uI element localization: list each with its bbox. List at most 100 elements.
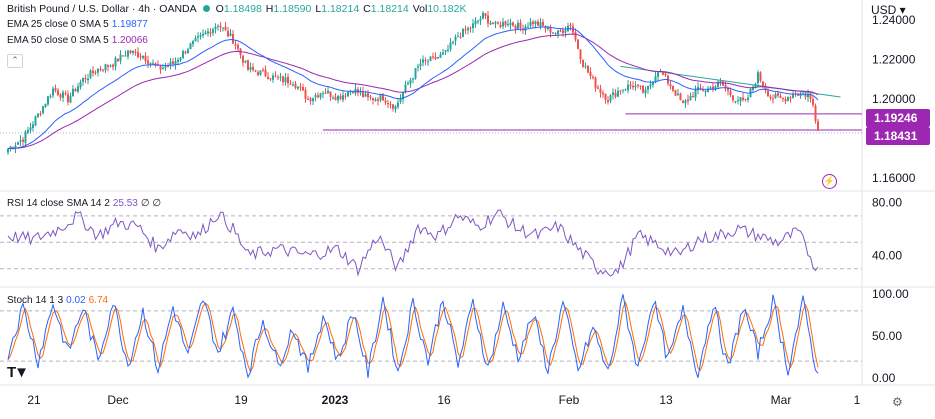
stoch-k-line — [7, 294, 819, 379]
candle-body — [299, 86, 302, 88]
candle-body — [764, 85, 767, 91]
candle-body — [287, 76, 289, 84]
candle-body — [814, 105, 817, 122]
candle-body — [187, 49, 189, 54]
candle-body — [347, 91, 349, 97]
candle-body — [379, 94, 382, 101]
time-tick-label: Mar — [771, 393, 792, 407]
candle-body — [454, 36, 457, 41]
candle-body — [574, 32, 577, 40]
candle-body — [792, 94, 794, 98]
candle-body — [302, 87, 304, 91]
support-price-badge: 1.19246 — [866, 109, 930, 127]
time-tick-label: 21 — [27, 393, 41, 407]
candle-body — [804, 94, 807, 97]
candle-body — [84, 78, 87, 80]
candle-body — [159, 66, 162, 70]
ema25-line — [7, 26, 819, 149]
candle-body — [769, 96, 772, 99]
candle-body — [557, 30, 559, 35]
candle-body — [244, 60, 247, 63]
ohlc-value: 1.18590 — [273, 3, 312, 15]
candle-body — [152, 63, 154, 65]
candle-body — [389, 104, 392, 106]
candle-body — [77, 86, 79, 92]
candle-body — [362, 91, 364, 97]
candle-body — [292, 84, 294, 86]
candle-body — [657, 72, 659, 77]
gear-icon[interactable]: ⚙ — [892, 395, 903, 409]
candle-body — [242, 55, 244, 63]
candle-body — [622, 89, 624, 91]
candle-body — [364, 93, 367, 97]
candle-body — [627, 84, 629, 91]
candle-body — [757, 72, 759, 84]
candle-body — [639, 85, 642, 87]
candle-body — [189, 43, 192, 50]
candle-body — [424, 59, 427, 61]
ema50-legend[interactable]: EMA 50 close 0 SMA 5 1.20066 — [7, 34, 148, 47]
lightning-icon[interactable]: ⚡ — [822, 174, 837, 189]
candle-body — [487, 15, 489, 24]
candle-body — [167, 65, 169, 67]
chevron-up-icon[interactable]: ⌃ — [7, 54, 23, 68]
candle-body — [552, 32, 554, 34]
candle-body — [247, 60, 249, 70]
candle-body — [234, 44, 237, 46]
candle-body — [494, 21, 497, 24]
candle-body — [479, 18, 482, 21]
candle-body — [684, 100, 687, 104]
ohlc-value: 1.18498 — [223, 3, 262, 15]
time-tick-label: Dec — [107, 393, 128, 407]
candle-body — [127, 50, 129, 57]
candle-body — [89, 70, 92, 78]
currency-label[interactable]: USD ▾ — [871, 3, 906, 17]
candle-body — [372, 98, 374, 101]
candle-body — [467, 28, 469, 31]
candle-body — [644, 89, 647, 94]
candle-body — [532, 21, 534, 24]
candle-body — [122, 55, 124, 57]
ema25-legend[interactable]: EMA 25 close 0 SMA 5 1.19877 — [7, 18, 148, 31]
candle-body — [387, 103, 389, 105]
candle-body — [139, 56, 142, 58]
stoch-d-value: 6.74 — [88, 295, 109, 306]
candle-body — [82, 77, 84, 83]
candle-body — [94, 72, 97, 74]
ohlc-key: Vol — [412, 3, 428, 15]
candle-body — [704, 90, 707, 93]
candle-body — [432, 56, 434, 58]
candle-body — [632, 85, 634, 88]
market-open-icon — [202, 5, 210, 12]
symbol-legend[interactable]: British Pound / U.S. Dollar · 4h · OANDA… — [7, 3, 468, 16]
candle-body — [404, 84, 407, 92]
candle-body — [599, 88, 602, 93]
candle-body — [164, 66, 167, 69]
candle-body — [462, 28, 464, 37]
candle-body — [264, 69, 267, 77]
candle-body — [717, 81, 719, 87]
price-tick-label: 1.20000 — [872, 92, 916, 106]
candle-body — [79, 82, 82, 88]
candle-body — [634, 85, 637, 88]
candle-body — [214, 26, 217, 30]
rsi-legend[interactable]: RSI 14 close SMA 14 2 25.53 ∅ ∅ — [7, 197, 161, 210]
candle-body — [469, 27, 472, 29]
candle-body — [569, 24, 572, 26]
ohlc-key: C — [363, 3, 371, 15]
rsi-tick-label: 40.00 — [872, 249, 902, 263]
ohlc-key: L — [315, 3, 322, 15]
ohlc-value: 10.182K — [427, 3, 467, 15]
candle-body — [237, 45, 239, 49]
rsi-value: 25.53 — [112, 198, 138, 209]
stoch-legend[interactable]: Stoch 14 1 3 0.02 6.74 — [7, 294, 108, 307]
candle-body — [712, 86, 714, 90]
candle-body — [17, 142, 19, 145]
candle-body — [512, 22, 514, 26]
candle-body — [107, 64, 109, 67]
candle-body — [402, 92, 404, 100]
candle-body — [664, 74, 667, 76]
candle-body — [204, 32, 207, 35]
candle-body — [692, 95, 694, 97]
candle-body — [314, 95, 317, 98]
